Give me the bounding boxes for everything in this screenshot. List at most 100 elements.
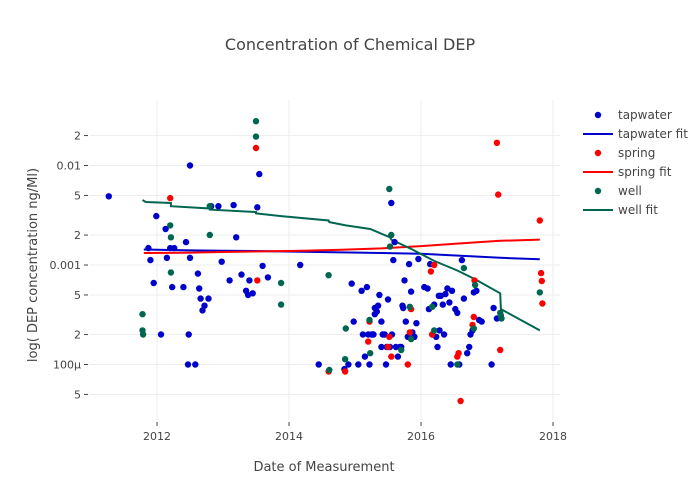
x-tick-label: 2016 [407, 430, 435, 443]
spring-point [457, 397, 464, 405]
well-point [277, 279, 285, 287]
spring-fit-line [143, 238, 540, 254]
tapwater-point [373, 308, 380, 315]
y-tick-label: 0.01 [57, 160, 82, 173]
tapwater-point [384, 296, 392, 303]
tapwater-point [192, 361, 199, 368]
spring-point [167, 194, 174, 202]
tapwater-point [201, 302, 208, 309]
well-point [460, 264, 468, 272]
tapwater-point [194, 270, 202, 277]
legend-item-tapwater: tapwater [594, 108, 672, 122]
x-axis-title: Date of Measurement [253, 460, 394, 475]
tapwater-point [254, 204, 261, 211]
tapwater-point [490, 304, 497, 312]
spring-point [252, 144, 260, 152]
tapwater-point [196, 285, 203, 292]
legend-label: spring fit [618, 165, 672, 179]
well-point [341, 356, 349, 363]
legend-item-well: well [594, 184, 642, 198]
well-point [386, 243, 394, 250]
legend-marker-icon [594, 187, 602, 195]
well-point [206, 231, 213, 239]
tapwater-point [355, 361, 362, 368]
y-tick-label: 5 [74, 388, 81, 401]
tapwater-point [374, 302, 382, 309]
tapwater-point [259, 262, 266, 270]
spring-point [365, 338, 372, 345]
tapwater-point [464, 350, 471, 357]
tapwater-point [150, 279, 157, 287]
tapwater-point [407, 288, 415, 295]
tapwater-point [388, 199, 395, 207]
x-tick-label: 2018 [539, 430, 567, 443]
tapwater-point [350, 318, 357, 325]
spring-point [537, 269, 545, 277]
well-point [454, 361, 461, 368]
tapwater-point [359, 331, 367, 338]
tapwater-point [460, 295, 468, 302]
tapwater-point [182, 238, 190, 246]
well-point [431, 327, 438, 334]
well-point [326, 366, 333, 374]
well-point [167, 234, 175, 241]
tapwater-point [163, 254, 171, 261]
tapwater-point [473, 287, 480, 294]
tapwater-point [466, 343, 473, 351]
tapwater-point [478, 318, 485, 325]
well-markers [139, 118, 543, 374]
tapwater-point [391, 238, 398, 246]
tapwater-point [439, 301, 446, 308]
tapwater-point [361, 353, 369, 360]
tapwater-point [434, 343, 441, 351]
y-axis-ticks: 5 100µ 2 5 0.001 2 5 0.01 2 [50, 130, 88, 401]
tapwater-point [197, 295, 204, 302]
spring-point [536, 217, 543, 224]
legend-label: spring [618, 146, 655, 160]
well-point [167, 269, 175, 276]
well-point [471, 281, 479, 289]
well-point [167, 222, 174, 229]
tapwater-point [448, 287, 456, 294]
tapwater-point [442, 290, 449, 298]
y-tick-label: 2 [74, 130, 81, 143]
tapwater-point [185, 331, 192, 338]
tapwater-point [402, 318, 409, 325]
tapwater-point [157, 331, 165, 338]
tapwater-point [413, 320, 420, 327]
spring-point [406, 329, 413, 336]
spring-point [427, 268, 435, 275]
tapwater-point [405, 260, 413, 268]
tapwater-point [186, 162, 194, 169]
well-point [406, 303, 413, 310]
well-point [367, 350, 374, 357]
x-tick-label: 2014 [275, 430, 303, 443]
well-point [342, 325, 349, 332]
spring-point [455, 350, 462, 357]
y-tick-label: 5 [74, 289, 81, 302]
well-point [277, 301, 285, 308]
y-tick-label: 5 [74, 189, 81, 202]
tapwater-point [363, 283, 371, 291]
tapwater-point [447, 361, 454, 368]
spring-point [386, 333, 393, 340]
grid [90, 100, 560, 420]
tapwater-point [233, 234, 240, 241]
tapwater-point [105, 193, 113, 200]
tapwater-point [171, 244, 178, 252]
tapwater-point [153, 212, 160, 220]
tapwater-point [162, 225, 169, 233]
tapwater-point [226, 277, 233, 284]
tapwater-point [358, 287, 365, 294]
tapwater-point [345, 361, 352, 368]
y-tick-label: 100µ [53, 359, 81, 372]
legend-item-spring: spring [594, 146, 655, 160]
well-point [252, 118, 260, 125]
tapwater-point [256, 170, 263, 178]
legend-item-well-fit: well fit [583, 203, 658, 217]
tapwater-point [382, 361, 390, 368]
x-tick-label: 2012 [143, 430, 171, 443]
tapwater-point [394, 353, 402, 360]
spring-point [384, 343, 392, 351]
chart-title: Concentration of Chemical DEP [225, 35, 476, 54]
